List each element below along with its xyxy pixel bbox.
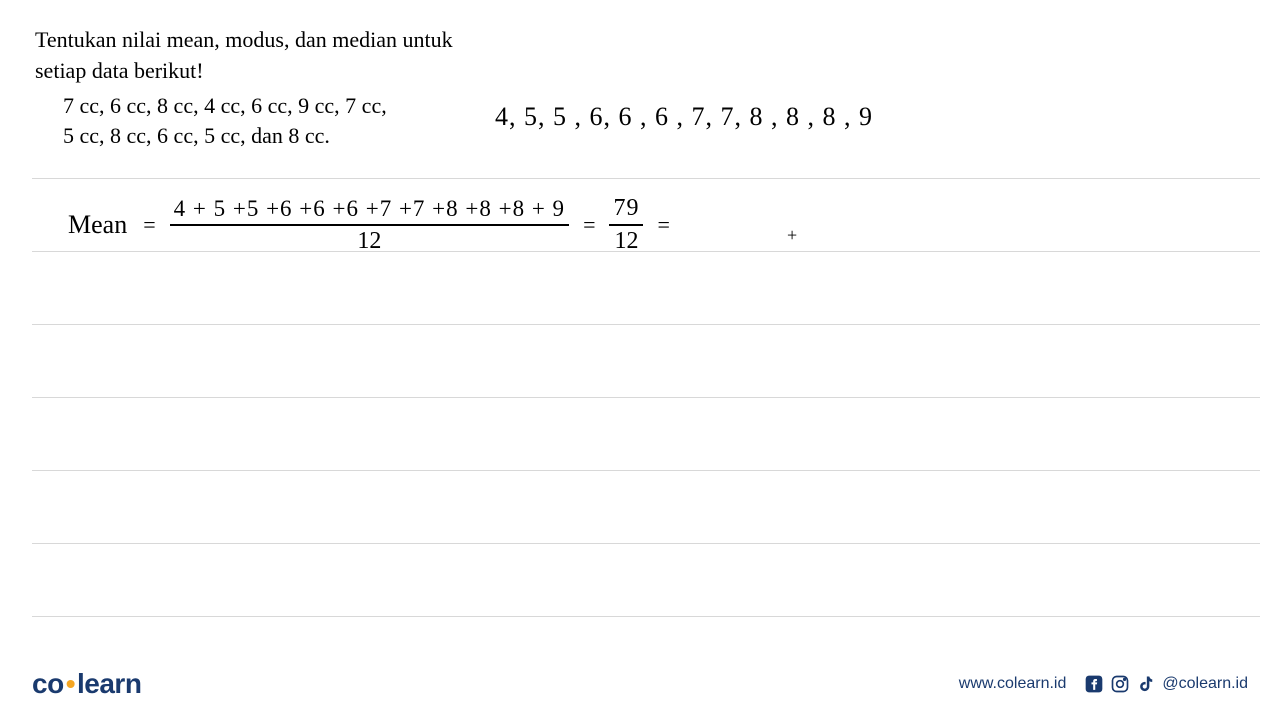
question-title: Tentukan nilai mean, modus, dan median u… [35,25,455,87]
fraction-numerator: 4 + 5 +5 +6 +6 +6 +7 +7 +8 +8 +8 + 9 [170,196,569,224]
fraction-sum-top: 79 [609,195,643,224]
ruled-line [32,324,1260,397]
ruled-line [32,251,1260,324]
cursor-mark: + [787,225,797,246]
fraction-sum-bottom: 12 [614,226,638,255]
question-block: Tentukan nilai mean, modus, dan median u… [35,25,455,152]
logo-dot: • [66,668,75,699]
mean-label: Mean [68,210,127,240]
question-data: 7 cc, 6 cc, 8 cc, 4 cc, 6 cc, 9 cc, 7 cc… [63,91,455,153]
ruled-line [32,470,1260,543]
facebook-icon [1084,674,1104,694]
data-line-2: 5 cc, 8 cc, 6 cc, 5 cc, dan 8 cc. [63,123,330,148]
social-handle: @colearn.id [1162,675,1248,693]
footer-right: www.colearn.id @colearn.id [959,674,1248,694]
instagram-icon [1110,674,1130,694]
data-line-1: 7 cc, 6 cc, 8 cc, 4 cc, 6 cc, 9 cc, 7 cc… [63,93,387,118]
social-block: @colearn.id [1084,674,1248,694]
fraction-result: 79 12 [609,195,643,255]
logo-learn: learn [77,668,141,699]
equals-sign: = [143,212,155,238]
sorted-data-handwritten: 4, 5, 5 , 6, 6 , 6 , 7, 7, 8 , 8 , 8 , 9 [495,102,873,132]
website-url: www.colearn.id [959,675,1067,693]
equals-sign: = [657,212,669,238]
mean-calculation: Mean = 4 + 5 +5 +6 +6 +6 +7 +7 +8 +8 +8 … [68,195,676,255]
tiktok-icon [1136,674,1156,694]
footer: co•learn www.colearn.id @colearn.id [32,668,1248,700]
ruled-line [32,543,1260,616]
colearn-logo: co•learn [32,668,141,700]
fraction-full: 4 + 5 +5 +6 +6 +6 +7 +7 +8 +8 +8 + 9 12 [170,196,569,255]
ruled-line [32,397,1260,470]
equals-sign: = [583,212,595,238]
fraction-denominator: 12 [357,226,381,255]
logo-co: co [32,668,64,699]
